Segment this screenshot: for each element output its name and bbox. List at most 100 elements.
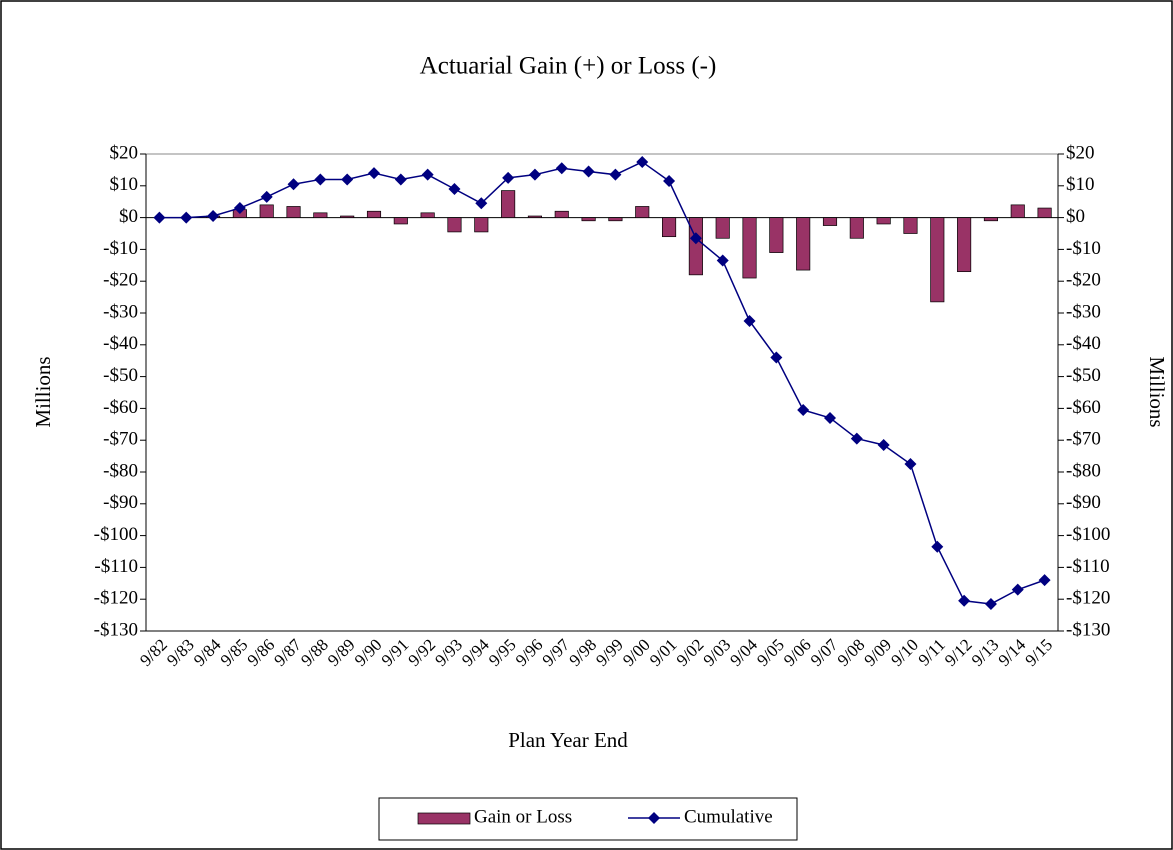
marker bbox=[287, 178, 300, 191]
marker bbox=[824, 411, 836, 424]
bar bbox=[796, 217, 811, 271]
y2-tick-label: $20 bbox=[1066, 142, 1095, 163]
bar bbox=[527, 215, 542, 218]
y-tick-label: -$50 bbox=[103, 365, 138, 386]
bar bbox=[983, 217, 998, 222]
marker bbox=[502, 171, 515, 184]
y2-tick-label: -$40 bbox=[1066, 333, 1101, 354]
y-tick-label: -$90 bbox=[103, 492, 138, 513]
y2-tick-label: -$80 bbox=[1066, 460, 1101, 481]
y-tick-label: $20 bbox=[110, 142, 139, 163]
marker bbox=[1038, 574, 1051, 587]
marker bbox=[421, 168, 434, 181]
y-tick-label: -$110 bbox=[94, 556, 138, 577]
y-tick-label: -$100 bbox=[94, 524, 138, 545]
bar bbox=[474, 217, 489, 233]
marker bbox=[850, 432, 863, 445]
y-tick-label: -$20 bbox=[103, 270, 138, 291]
marker bbox=[180, 211, 193, 224]
y-tick-label: -$80 bbox=[103, 460, 138, 481]
marker bbox=[716, 254, 729, 267]
y-tick-label: -$130 bbox=[94, 619, 138, 640]
y-tick-label: -$120 bbox=[94, 588, 138, 609]
y-tick-label: -$10 bbox=[103, 238, 138, 259]
marker bbox=[904, 458, 917, 471]
marker bbox=[877, 438, 890, 451]
marker bbox=[153, 211, 166, 224]
bar bbox=[957, 217, 972, 273]
bar bbox=[769, 217, 784, 253]
marker bbox=[931, 540, 944, 553]
bar bbox=[1037, 207, 1052, 218]
marker bbox=[341, 173, 354, 186]
bar bbox=[259, 204, 274, 218]
y2-tick-label: -$130 bbox=[1066, 619, 1110, 640]
bar bbox=[662, 217, 677, 238]
marker bbox=[582, 165, 595, 178]
marker bbox=[555, 162, 568, 175]
y2-tick-label: $0 bbox=[1066, 206, 1085, 227]
bar bbox=[366, 210, 382, 218]
y2-tick-label: -$110 bbox=[1066, 556, 1110, 577]
bar bbox=[608, 217, 623, 222]
marker bbox=[314, 173, 327, 186]
marker bbox=[689, 232, 702, 245]
marker bbox=[260, 190, 273, 203]
y2-tick-label: -$120 bbox=[1066, 588, 1110, 609]
y-tick-label: $0 bbox=[119, 206, 138, 227]
y-tick-label: $10 bbox=[110, 174, 139, 195]
legend-marker bbox=[648, 812, 660, 824]
bar bbox=[340, 215, 355, 218]
bar bbox=[581, 217, 596, 222]
legend-label: Cumulative bbox=[684, 806, 773, 827]
marker bbox=[958, 594, 971, 607]
line bbox=[159, 161, 1045, 605]
marker bbox=[448, 182, 461, 195]
marker bbox=[609, 168, 622, 181]
marker bbox=[368, 167, 380, 180]
y2-tick-label: -$50 bbox=[1066, 365, 1101, 386]
bar bbox=[822, 217, 838, 226]
bar bbox=[876, 217, 891, 225]
bar bbox=[903, 217, 918, 234]
y-tick-label: -$60 bbox=[103, 397, 138, 418]
bar bbox=[420, 212, 435, 218]
y2-tick-label: -$100 bbox=[1066, 524, 1110, 545]
y2-tick-label: -$70 bbox=[1066, 429, 1101, 450]
marker bbox=[797, 403, 810, 416]
marker bbox=[770, 351, 783, 364]
marker bbox=[1011, 583, 1024, 596]
bar bbox=[715, 217, 730, 239]
bar bbox=[393, 217, 408, 225]
marker bbox=[233, 202, 246, 215]
marker bbox=[636, 155, 649, 168]
bar bbox=[501, 190, 516, 218]
y2-tick-label: -$10 bbox=[1066, 238, 1101, 259]
bar bbox=[635, 206, 650, 218]
bar bbox=[742, 217, 757, 279]
y2-axis-title: Millions bbox=[1145, 356, 1169, 427]
marker bbox=[528, 168, 541, 181]
legend-swatch bbox=[417, 812, 471, 825]
legend-label: Gain or Loss bbox=[474, 806, 572, 827]
y-tick-label: -$30 bbox=[103, 301, 138, 322]
y2-tick-label: -$60 bbox=[1066, 397, 1101, 418]
y-tick-label: -$70 bbox=[103, 429, 138, 450]
bar bbox=[447, 217, 462, 233]
marker bbox=[743, 314, 756, 327]
y2-tick-label: -$30 bbox=[1066, 301, 1101, 322]
y2-tick-label: -$90 bbox=[1066, 492, 1101, 513]
bar bbox=[930, 217, 945, 303]
y-axis-title: Millions bbox=[31, 356, 55, 427]
bar bbox=[554, 210, 569, 218]
bar bbox=[1010, 204, 1025, 218]
x-axis-title: Plan Year End bbox=[508, 728, 628, 752]
marker bbox=[207, 210, 220, 223]
marker bbox=[663, 175, 676, 188]
marker bbox=[984, 597, 997, 610]
bar bbox=[849, 217, 864, 239]
y2-tick-label: $10 bbox=[1066, 174, 1095, 195]
marker bbox=[475, 197, 488, 210]
